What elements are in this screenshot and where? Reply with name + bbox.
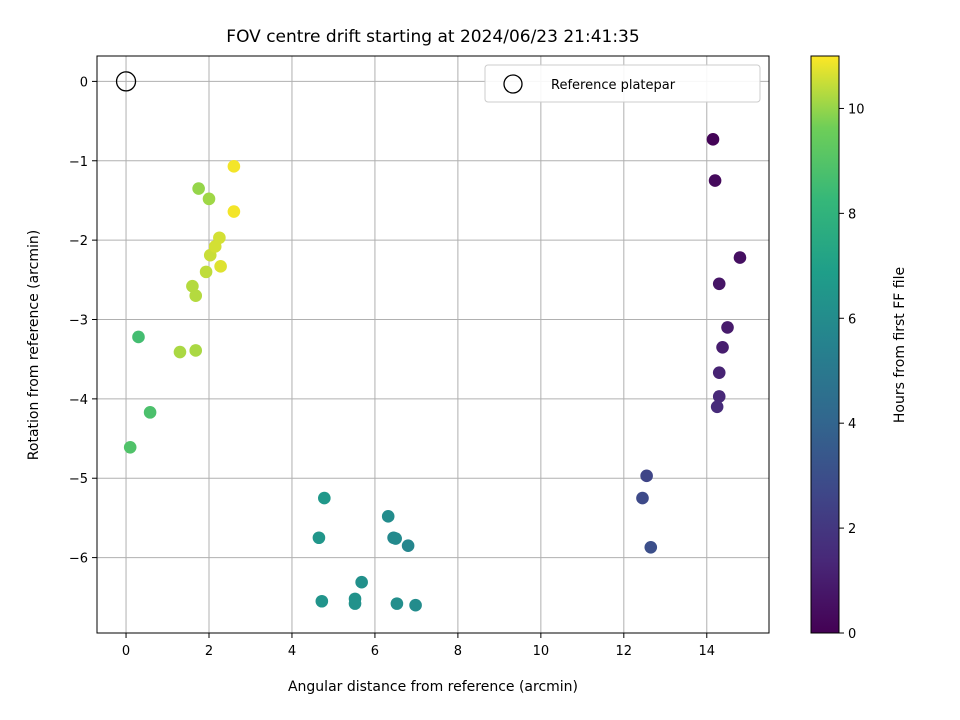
data-point: [189, 289, 203, 302]
data-point: [710, 400, 724, 414]
colorbar-tick-label: 6: [848, 312, 856, 327]
colorbar-tick-label: 0: [848, 627, 856, 642]
data-point: [712, 366, 726, 379]
data-point: [401, 539, 415, 552]
data-point: [348, 597, 362, 610]
data-point: [712, 390, 726, 403]
data-point: [227, 160, 241, 173]
data-point: [315, 594, 329, 608]
colorbar-tick-label: 2: [848, 522, 856, 537]
reference-platepar-marker: [115, 71, 137, 92]
y-tick-label: −2: [69, 234, 88, 249]
x-axis: 0 2 4 6 8 10 12 14: [122, 633, 715, 659]
data-point: [173, 345, 187, 359]
x-tick-label: 2: [205, 644, 213, 659]
legend: Reference platepar: [484, 64, 761, 103]
x-axis-label: Angular distance from reference (arcmin): [288, 679, 578, 695]
colorbar-ticks: 0 2 4 6 8 10: [839, 102, 865, 642]
chart-title: FOV centre drift starting at 2024/06/23 …: [226, 27, 639, 47]
x-tick-label: 12: [616, 644, 633, 659]
data-point: [381, 510, 395, 523]
data-point: [708, 174, 722, 187]
legend-reference-marker: [503, 74, 523, 94]
x-tick-label: 14: [699, 644, 716, 659]
data-point: [143, 406, 157, 419]
data-point: [636, 491, 649, 505]
colorbar: 0 2 4 6 8 10 Hours from first FF file: [810, 55, 908, 642]
data-point: [390, 597, 404, 610]
x-tick-label: 6: [371, 644, 379, 659]
data-point: [644, 540, 658, 554]
data-points: [115, 71, 747, 612]
x-tick-label: 4: [288, 644, 296, 659]
data-point: [312, 531, 326, 545]
data-point: [132, 330, 145, 344]
data-point: [186, 279, 199, 293]
data-point: [192, 182, 205, 195]
data-point: [721, 321, 734, 334]
data-point: [199, 265, 213, 279]
y-tick-label: −5: [69, 472, 88, 487]
plot-frame: [96, 55, 770, 634]
y-tick-label: −1: [69, 155, 88, 170]
y-tick-label: 0: [80, 75, 88, 90]
data-point: [202, 192, 216, 206]
data-point: [389, 532, 402, 545]
legend-entry-label: Reference platepar: [551, 78, 676, 93]
colorbar-tick-label: 10: [848, 102, 865, 117]
data-point: [640, 469, 653, 483]
y-axis: 0 −1 −2 −3 −4 −5 −6: [69, 75, 97, 567]
data-point: [706, 133, 720, 146]
data-point: [123, 440, 137, 454]
colorbar-tick-label: 8: [848, 207, 856, 222]
data-point: [318, 491, 331, 505]
data-point: [733, 251, 747, 264]
y-axis-label: Rotation from reference (arcmin): [26, 230, 42, 460]
grid-lines: [97, 56, 769, 633]
y-tick-label: −3: [69, 313, 88, 328]
data-point: [716, 340, 729, 354]
data-point: [214, 260, 227, 273]
data-point: [409, 598, 422, 612]
data-point: [712, 277, 726, 291]
data-point: [189, 344, 203, 357]
colorbar-gradient: [810, 55, 840, 634]
legend-box: [484, 64, 761, 103]
data-point: [355, 575, 368, 589]
x-tick-label: 8: [454, 644, 462, 659]
data-point: [227, 205, 241, 218]
colorbar-label: Hours from first FF file: [892, 267, 908, 423]
data-point: [213, 231, 226, 245]
y-tick-label: −4: [69, 393, 88, 408]
colorbar-tick-label: 4: [848, 417, 856, 432]
y-tick-label: −6: [69, 552, 88, 567]
x-tick-label: 0: [122, 644, 130, 659]
x-tick-label: 10: [533, 644, 550, 659]
